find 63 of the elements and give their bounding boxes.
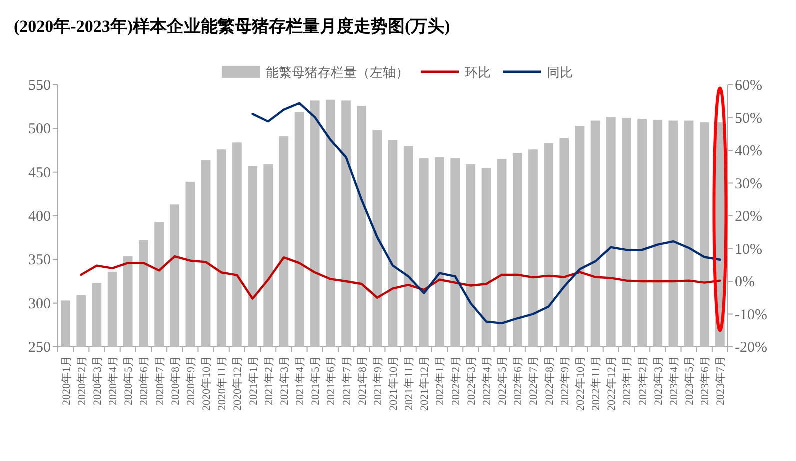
x-tick-label: 2021年2月 [263,356,276,406]
x-tick-label: 2021年11月 [404,356,416,411]
y2-tick-label: 50% [735,110,762,127]
x-tick-label: 2020年6月 [138,356,151,406]
x-tick-label: 2021年9月 [372,356,384,406]
x-tick-label: 2022年8月 [544,356,556,406]
x-tick-label: 2023年3月 [652,356,665,406]
legend-label: 环比 [465,65,491,80]
y-tick-label: 300 [28,296,51,312]
x-tick-label: 2022年11月 [590,356,603,411]
x-tick-label: 2022年3月 [466,356,478,406]
y2-tick-label: 10% [735,242,762,258]
x-tick-label: 2021年10月 [388,356,400,411]
x-tick-label: 2021年1月 [248,356,260,406]
x-tick-label: 2020年11月 [216,356,229,411]
x-tick-label: 2022年12月 [606,356,618,411]
x-tick-label: 2021年12月 [419,356,432,411]
x-tick-label: 2020年7月 [154,356,166,406]
x-tick-label: 2022年10月 [574,356,587,411]
x-tick-label: 2022年2月 [450,356,462,406]
x-tick-label: 2022年6月 [512,356,525,406]
y-tick-label: 550 [28,78,51,94]
chart-title: (2020年-2023年)样本企业能繁母猪存栏量月度走势图(万头) [14,17,450,36]
y-tick-label: 250 [28,340,51,356]
x-tick-label: 2020年5月 [123,356,136,406]
x-tick-label: 2023年7月 [715,356,728,406]
y2-tick-label: 20% [735,209,762,225]
x-tick-label: 2023年2月 [637,356,650,406]
x-tick-label: 2022年7月 [528,356,540,406]
x-tick-label: 2023年1月 [622,356,634,406]
legend-label: 能繁母猪存栏量（左轴） [266,65,409,80]
x-tick-label: 2021年7月 [341,356,354,406]
x-tick-label: 2020年4月 [108,356,120,406]
x-tick-label: 2020年3月 [92,356,104,406]
x-tick-label: 2020年2月 [76,356,88,406]
x-tick-label: 2020年9月 [185,356,198,406]
x-tick-label: 2022年1月 [434,356,447,406]
y-tick-label: 400 [28,209,51,225]
y2-tick-label: -10% [735,307,768,324]
x-tick-label: 2022年4月 [481,356,494,406]
x-tick-label: 2020年10月 [201,356,214,411]
y2-tick-label: 30% [735,176,762,192]
x-tick-label: 2021年8月 [356,356,369,406]
legend-label: 同比 [547,65,573,80]
x-tick-label: 2021年3月 [278,356,291,406]
x-tick-label: 2021年4月 [294,356,307,406]
x-tick-label: 2021年5月 [310,356,322,406]
y2-tick-label: -20% [735,340,768,356]
x-tick-label: 2022年5月 [497,356,510,406]
x-tick-label: 2023年4月 [668,356,680,406]
x-tick-label: 2020年12月 [232,356,244,411]
y-tick-label: 350 [28,252,51,269]
y2-tick-label: 60% [735,78,762,94]
y2-tick-label: 40% [735,144,762,160]
x-tick-label: 2023年5月 [684,356,696,406]
x-tick-label: 2022年9月 [559,356,572,406]
y2-tick-label: 0% [735,274,755,290]
y-tick-label: 450 [28,165,51,182]
x-tick-label: 2020年8月 [170,356,182,406]
x-tick-label: 2021年6月 [326,356,338,406]
x-tick-label: 2020年1月 [60,356,73,406]
y-tick-label: 500 [28,122,51,138]
x-tick-label: 2023年6月 [700,356,712,406]
